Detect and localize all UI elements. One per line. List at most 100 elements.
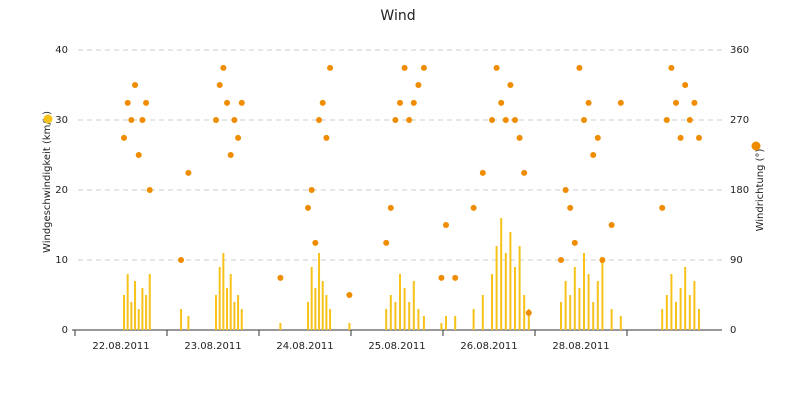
speed-bar — [385, 309, 388, 330]
speed-bar — [180, 309, 183, 330]
direction-dot — [277, 274, 284, 281]
direction-dot — [401, 64, 408, 71]
speed-bar — [279, 323, 282, 330]
speed-bar — [684, 267, 687, 330]
speed-bar — [688, 295, 691, 330]
direction-dot — [608, 222, 615, 228]
speed-bar — [130, 302, 133, 330]
y-tick-label: 40 — [55, 45, 68, 56]
direction-dot — [516, 134, 523, 141]
direction-dot — [121, 134, 127, 141]
speed-bar — [148, 274, 151, 330]
direction-dot — [617, 99, 624, 106]
direction-dot — [576, 64, 583, 71]
y-axis-label: Windgeschwindigkeit (km/h) — [42, 111, 53, 253]
speed-bar — [141, 288, 144, 330]
speed-bar — [126, 274, 129, 330]
y-tick-label: 20 — [55, 185, 68, 196]
direction-dot — [691, 99, 698, 106]
direction-dot — [397, 99, 403, 106]
direction-dot — [238, 99, 245, 106]
x-tick-label: 24.08.2011 — [276, 341, 333, 352]
speed-bar — [412, 281, 415, 330]
direction-dot — [521, 169, 528, 176]
direction-dot — [235, 134, 242, 141]
y2-tick-label: 90 — [730, 255, 743, 266]
direction-dot — [663, 117, 670, 123]
direction-dot — [312, 239, 319, 246]
direction-dot — [216, 82, 223, 88]
x-tick-label: 25.08.2011 — [368, 341, 425, 352]
speed-bar — [445, 316, 447, 330]
speed-bar — [670, 274, 673, 330]
x-tick-label: 28.08.2011 — [552, 341, 609, 352]
direction-dot — [599, 257, 606, 263]
direction-dot — [594, 134, 601, 141]
x-tick-label: 22.08.2011 — [92, 341, 149, 352]
speed-bar — [573, 267, 576, 330]
direction-dot — [558, 257, 564, 263]
direction-dot — [682, 82, 689, 88]
speed-bar — [527, 309, 530, 330]
speed-bar — [587, 274, 590, 330]
speed-bar — [523, 295, 526, 330]
direction-dot — [493, 64, 500, 71]
direction-dot — [420, 64, 427, 71]
chart-title: Wind — [380, 8, 415, 24]
speed-bar — [601, 260, 604, 330]
direction-dot — [185, 169, 192, 176]
direction-dot — [470, 204, 477, 211]
direction-dot — [305, 204, 311, 211]
y-tick-label: 0 — [62, 325, 68, 336]
direction-dot — [673, 99, 679, 106]
direction-dot — [178, 257, 185, 263]
speed-bar — [314, 288, 317, 330]
direction-dot — [346, 292, 353, 298]
direction-dot — [659, 204, 666, 211]
y-tick-label: 10 — [55, 255, 68, 266]
speed-bar — [504, 253, 507, 330]
speed-bar — [310, 267, 313, 330]
direction-dot — [213, 117, 219, 123]
speed-bar — [318, 253, 321, 330]
y2-tick-label: 360 — [730, 45, 749, 56]
speed-bar — [665, 295, 668, 330]
speed-bar — [408, 302, 411, 330]
speed-bar — [348, 323, 351, 330]
direction-dot — [498, 99, 505, 106]
speed-bar — [583, 253, 585, 330]
direction-dot — [392, 117, 399, 123]
direction-dot — [581, 117, 587, 123]
speed-bar — [389, 295, 392, 330]
speed-bar — [123, 295, 125, 330]
x-tick-label: 23.08.2011 — [184, 341, 241, 352]
direction-dot — [227, 152, 234, 158]
speed-bar — [500, 218, 503, 330]
speed-bar — [325, 295, 328, 330]
speed-bar — [233, 302, 236, 330]
speed-bar — [137, 309, 140, 330]
speed-bar — [321, 281, 324, 330]
direction-dot — [135, 152, 142, 158]
speed-bar — [215, 295, 217, 330]
direction-dot — [443, 222, 449, 228]
direction-dot — [132, 82, 139, 88]
speed-bar — [578, 288, 581, 330]
direction-dot — [696, 134, 702, 141]
speed-bar — [422, 316, 425, 330]
speed-bar — [472, 309, 475, 330]
direction-dot — [410, 99, 417, 106]
direction-dot — [438, 274, 445, 281]
y2-axis-label: Windrichtung (°) — [755, 149, 766, 232]
direction-dot — [590, 152, 597, 158]
direction-dot — [567, 204, 574, 211]
direction-dot — [146, 187, 153, 193]
speed-bar — [403, 288, 406, 330]
speed-bar — [514, 267, 516, 330]
speed-bar — [222, 253, 225, 330]
direction-dot — [677, 134, 684, 141]
direction-dot — [220, 64, 227, 71]
speed-bar — [495, 246, 498, 330]
speed-bar — [145, 295, 148, 330]
